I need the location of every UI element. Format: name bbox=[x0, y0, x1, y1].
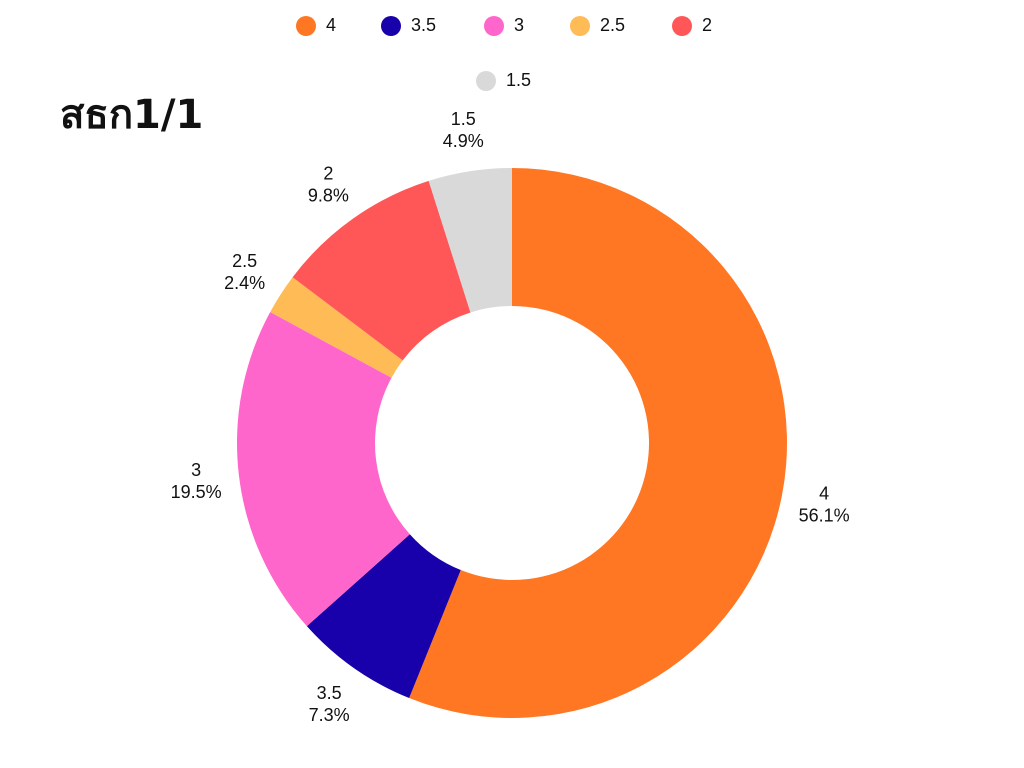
slice-label: 4 56.1% bbox=[799, 484, 850, 526]
legend-swatch bbox=[476, 70, 496, 91]
legend-item-3[interactable]: 3 bbox=[484, 15, 524, 36]
legend-label: 3 bbox=[514, 15, 525, 35]
legend-item-2-5[interactable]: 2.5 bbox=[570, 15, 625, 36]
chart-title: สธก1/1 bbox=[60, 92, 204, 138]
legend-swatch bbox=[672, 15, 692, 36]
slice-label: 2 9.8% bbox=[308, 163, 349, 205]
slice-label: 1.5 4.9% bbox=[443, 109, 484, 151]
legend-label: 4 bbox=[326, 15, 337, 35]
slice-4[interactable] bbox=[409, 168, 787, 718]
legend-label: 2.5 bbox=[600, 15, 626, 35]
slice-3[interactable] bbox=[236, 312, 410, 627]
legend-item-4[interactable]: 4 bbox=[296, 15, 336, 36]
slice-3-5[interactable] bbox=[306, 534, 461, 699]
legend-swatch bbox=[484, 15, 504, 36]
legend-swatch bbox=[570, 15, 590, 36]
legend-item-2[interactable]: 2 bbox=[672, 15, 712, 36]
slice-1-5[interactable] bbox=[428, 168, 512, 313]
slice-2[interactable] bbox=[292, 180, 471, 361]
slice-label: 3.5 7.3% bbox=[309, 683, 350, 725]
slice-label: 2.5 2.4% bbox=[224, 251, 265, 293]
slice-2-5[interactable] bbox=[270, 277, 403, 378]
legend-label: 3.5 bbox=[411, 15, 437, 35]
legend-swatch bbox=[296, 15, 316, 36]
slice-label: 3 19.5% bbox=[171, 460, 222, 502]
legend-label: 2 bbox=[702, 15, 713, 35]
legend-item-3-5[interactable]: 3.5 bbox=[381, 15, 436, 36]
legend-item-1-5[interactable]: 1.5 bbox=[476, 70, 531, 91]
legend-swatch bbox=[381, 15, 401, 36]
legend-label: 1.5 bbox=[506, 70, 532, 90]
